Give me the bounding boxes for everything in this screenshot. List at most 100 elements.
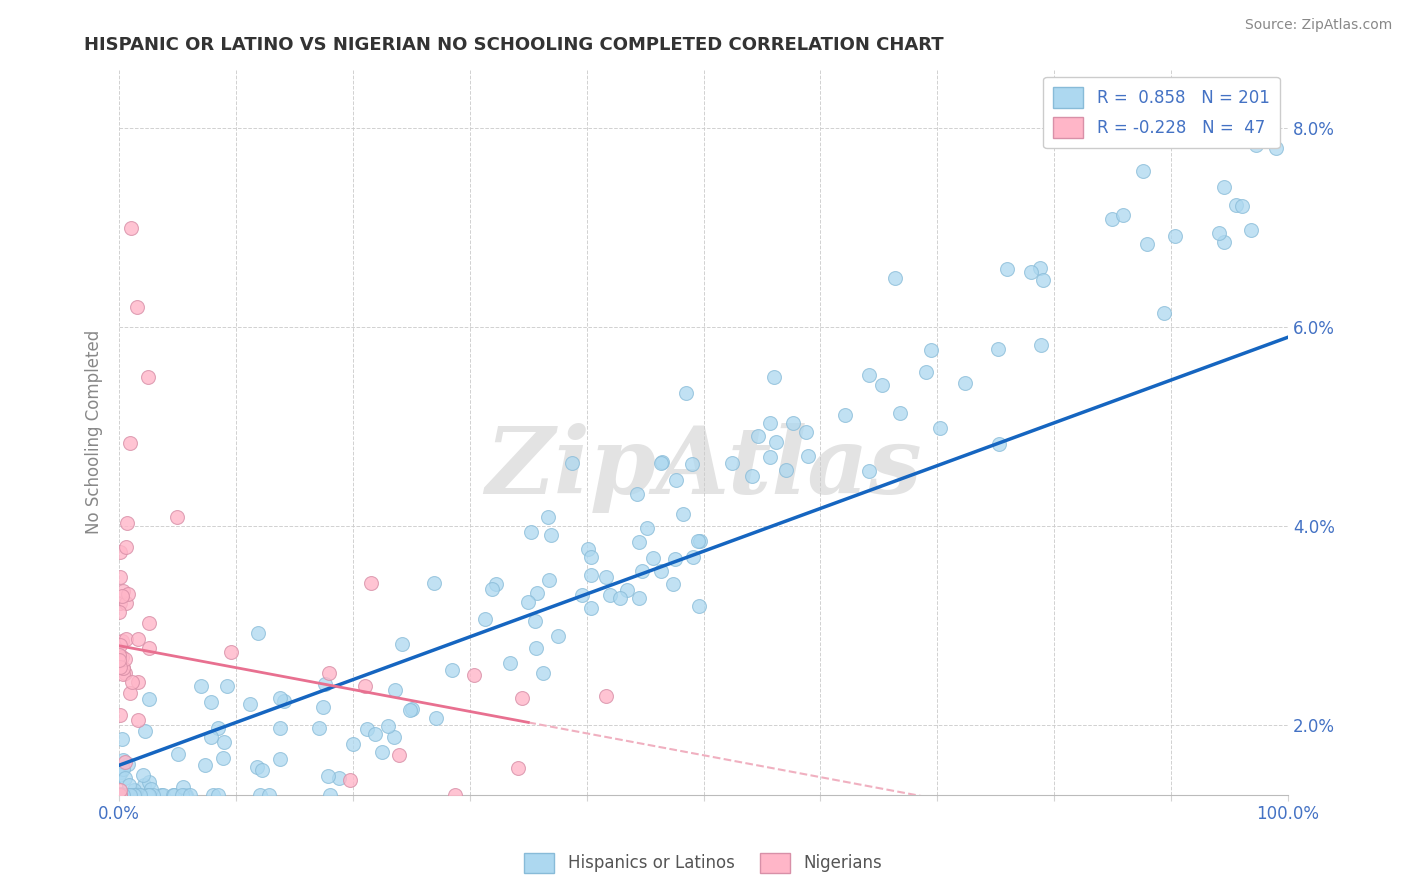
Point <box>108 788 131 802</box>
Point <box>269 691 291 706</box>
Point <box>114 666 136 681</box>
Point <box>111 650 134 665</box>
Point <box>166 747 188 761</box>
Point <box>115 632 138 646</box>
Point <box>616 583 638 598</box>
Point <box>172 788 194 802</box>
Point <box>108 660 131 674</box>
Point <box>273 694 295 708</box>
Point <box>1112 208 1135 222</box>
Point <box>138 640 160 655</box>
Point <box>252 763 274 777</box>
Point <box>152 788 174 802</box>
Point <box>650 456 672 470</box>
Point <box>114 771 136 785</box>
Point <box>371 745 394 759</box>
Point <box>524 614 547 628</box>
Point <box>547 629 569 643</box>
Point <box>765 434 787 449</box>
Point <box>211 751 233 765</box>
Point <box>207 788 229 802</box>
Point <box>269 752 291 766</box>
Point <box>721 456 744 470</box>
Point <box>111 661 134 675</box>
Point <box>246 760 269 774</box>
Point <box>200 730 222 744</box>
Point <box>595 569 617 583</box>
Point <box>599 588 621 602</box>
Point <box>127 788 149 802</box>
Point <box>915 365 938 379</box>
Point <box>356 722 378 736</box>
Point <box>662 577 685 591</box>
Point <box>108 653 131 667</box>
Point <box>110 788 132 802</box>
Point <box>540 528 562 542</box>
Point <box>141 781 163 796</box>
Point <box>122 788 145 802</box>
Point <box>118 778 141 792</box>
Point <box>118 788 141 802</box>
Point <box>858 464 880 478</box>
Point <box>136 788 159 802</box>
Point <box>664 551 686 566</box>
Point <box>135 788 157 802</box>
Point <box>391 637 413 651</box>
Point <box>537 573 560 587</box>
Point <box>953 376 976 391</box>
Point <box>202 788 225 802</box>
Point <box>398 703 420 717</box>
Point <box>328 771 350 785</box>
Point <box>108 788 131 802</box>
Point <box>1230 199 1253 213</box>
Point <box>212 734 235 748</box>
Point <box>626 487 648 501</box>
Point <box>127 674 149 689</box>
Point <box>339 772 361 787</box>
Point <box>134 724 156 739</box>
Point <box>110 764 132 779</box>
Point <box>1212 235 1234 249</box>
Point <box>561 456 583 470</box>
Point <box>759 416 782 430</box>
Point <box>207 721 229 735</box>
Point <box>239 698 262 712</box>
Point <box>120 788 142 802</box>
Point <box>516 595 538 609</box>
Point <box>1265 141 1288 155</box>
Point <box>108 596 131 610</box>
Point <box>1132 164 1154 178</box>
Point <box>609 591 631 605</box>
Point <box>688 599 710 614</box>
Point <box>111 788 134 802</box>
Y-axis label: No Schooling Completed: No Schooling Completed <box>86 330 103 534</box>
Point <box>316 769 339 783</box>
Point <box>120 788 142 802</box>
Point <box>124 788 146 802</box>
Point <box>636 520 658 534</box>
Point <box>1208 119 1230 133</box>
Point <box>312 700 335 714</box>
Point <box>884 271 907 285</box>
Point <box>114 652 136 666</box>
Point <box>889 407 911 421</box>
Point <box>987 342 1010 356</box>
Point <box>364 727 387 741</box>
Point <box>443 788 465 802</box>
Text: ZipAtlas: ZipAtlas <box>485 423 922 513</box>
Point <box>114 788 136 802</box>
Point <box>650 564 672 578</box>
Point <box>360 575 382 590</box>
Point <box>115 788 138 802</box>
Point <box>108 788 131 802</box>
Point <box>641 550 664 565</box>
Point <box>112 753 135 767</box>
Point <box>423 575 446 590</box>
Point <box>118 686 141 700</box>
Point <box>127 632 149 646</box>
Point <box>112 667 135 681</box>
Point <box>110 787 132 801</box>
Point <box>108 783 131 797</box>
Point <box>120 220 142 235</box>
Point <box>682 550 704 565</box>
